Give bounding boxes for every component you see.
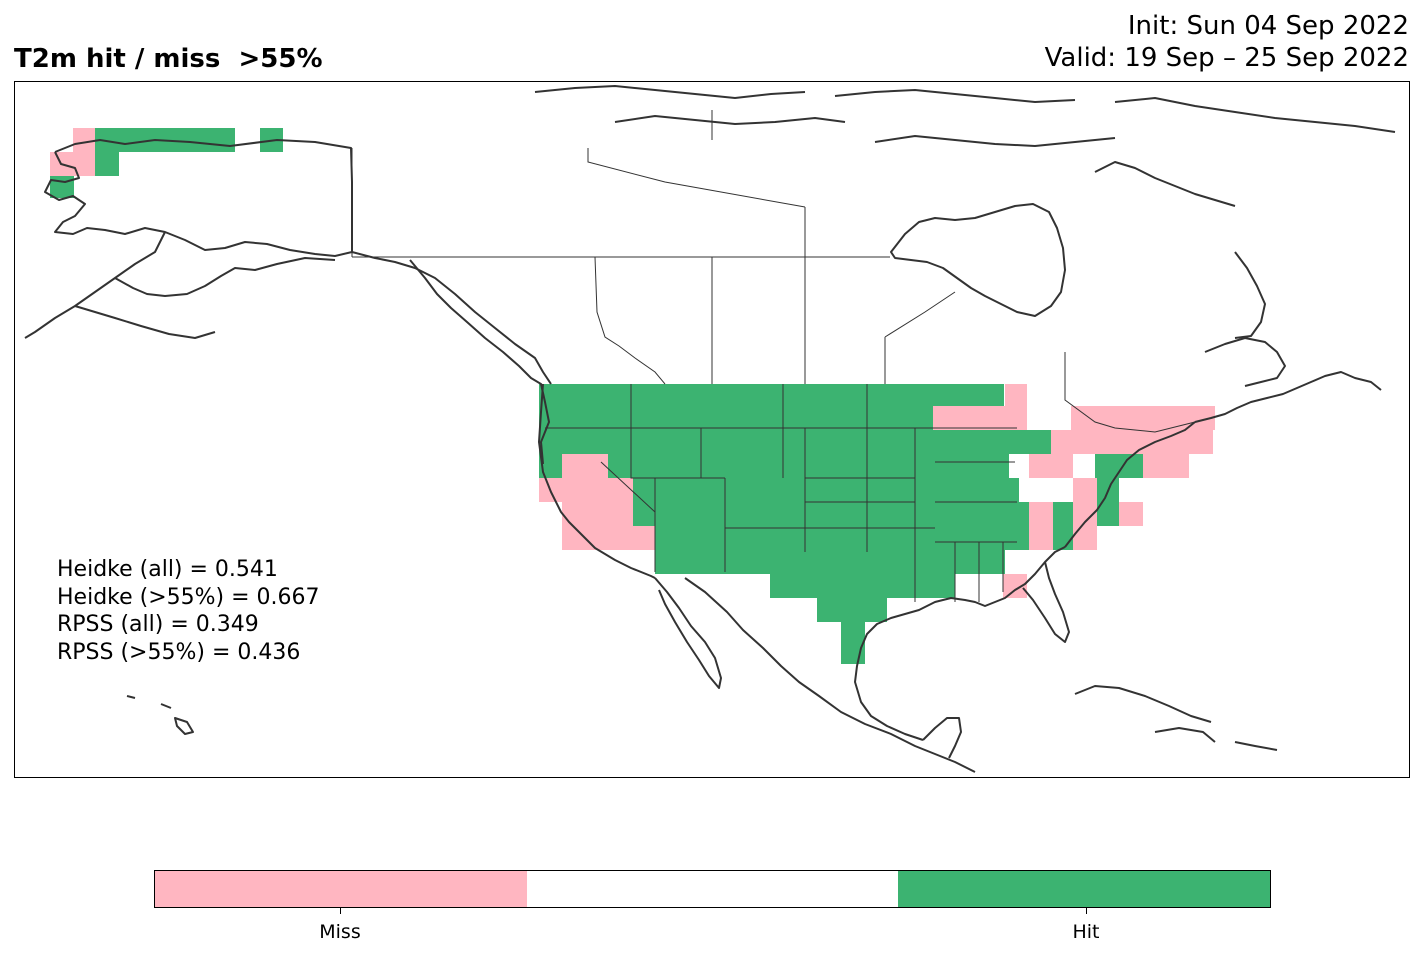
- colorbar-label-hit: Hit: [1072, 921, 1100, 943]
- hit-cell: [95, 152, 119, 176]
- hit-cell: [50, 176, 74, 198]
- verification-stats: Heidke (all) = 0.541 Heidke (>55%) = 0.6…: [57, 556, 320, 666]
- colorbar-label-miss: Miss: [319, 921, 361, 943]
- hit-cell: [539, 454, 1009, 478]
- miss-cell: [609, 478, 633, 526]
- stat-rpss-55: RPSS (>55%) = 0.436: [57, 639, 301, 665]
- hit-cell: [1095, 454, 1119, 526]
- miss-cell: [1073, 478, 1097, 502]
- colorbar-tick-miss: [340, 908, 341, 914]
- stat-heidke-55: Heidke (>55%) = 0.667: [57, 584, 320, 610]
- miss-cell: [1143, 454, 1189, 478]
- hit-cell: [841, 622, 865, 664]
- colorbar-tick-hit: [1086, 908, 1087, 914]
- miss-cell: [1073, 526, 1097, 550]
- hit-cell: [585, 526, 1095, 550]
- hit-cell: [655, 550, 1005, 574]
- colorbar-neutral-segment: [526, 871, 899, 907]
- coastlines: [24, 85, 1396, 773]
- stat-rpss-all: RPSS (all) = 0.349: [57, 612, 259, 637]
- miss-cell: [933, 406, 1027, 430]
- stat-heidke-all: Heidke (all) = 0.541: [57, 557, 278, 582]
- miss-cell: [1071, 406, 1215, 430]
- hit-cell: [817, 598, 887, 622]
- hit-cell: [539, 384, 1004, 430]
- miss-cell: [1029, 502, 1053, 550]
- miss-cell: [1119, 502, 1143, 526]
- map-panel: [14, 81, 1410, 778]
- colorbar: [154, 870, 1271, 908]
- valid-range: Valid: 19 Sep – 25 Sep 2022: [1044, 43, 1409, 73]
- miss-cell: [562, 454, 608, 478]
- map-title: T2m hit / miss >55%: [14, 44, 323, 74]
- miss-cell: [1029, 454, 1073, 478]
- hit-cell: [770, 574, 955, 598]
- colorbar-hit-segment: [898, 871, 1271, 907]
- colorbar-miss-segment: [155, 871, 527, 907]
- init-date: Init: Sun 04 Sep 2022: [1127, 11, 1409, 41]
- miss-cell: [73, 128, 95, 152]
- map-canvas: [24, 85, 1396, 773]
- miss-cell: [1005, 384, 1027, 408]
- miss-cell: [1073, 430, 1213, 454]
- political-borders: [351, 110, 1196, 602]
- hit-cell: [539, 430, 1059, 454]
- date-info: Init: Sun 04 Sep 2022 Valid: 19 Sep – 25…: [1045, 10, 1409, 74]
